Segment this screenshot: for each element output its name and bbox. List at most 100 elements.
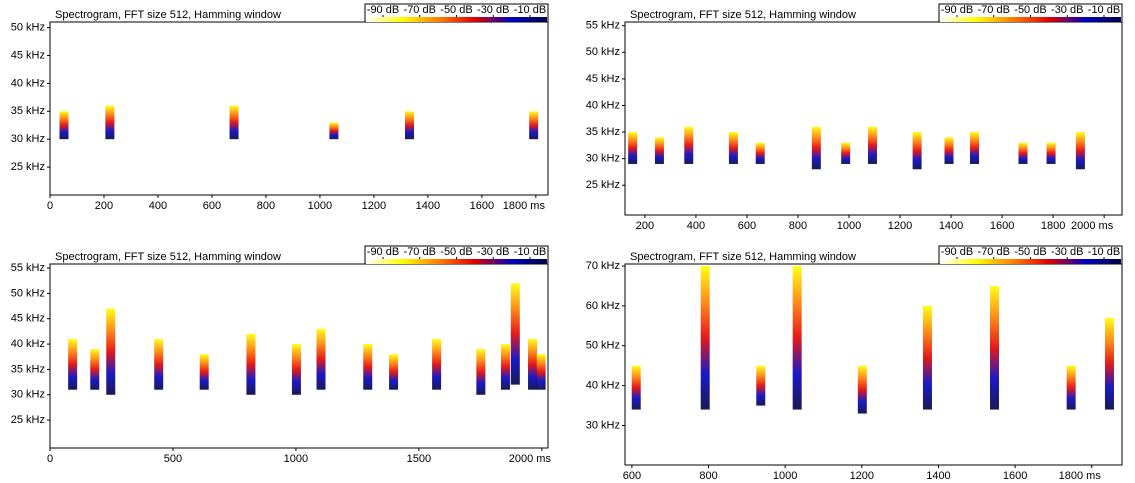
x-tick-label: 800: [699, 470, 717, 482]
call-blob: [1046, 142, 1056, 164]
call-blob: [154, 339, 164, 390]
colorbar-label: -70 dB: [978, 246, 1010, 258]
colorbar-label: -30 dB: [1051, 4, 1083, 16]
call-blob: [628, 132, 638, 164]
call-blob: [867, 126, 877, 164]
colorbar-label: -90 dB: [367, 246, 399, 258]
call-blob: [291, 344, 301, 395]
call-blob: [90, 349, 100, 390]
call-blob: [389, 354, 399, 390]
call-blob: [990, 285, 1000, 410]
call-blob: [476, 349, 486, 395]
x-tick-label: 1600: [470, 200, 494, 212]
call-blob: [756, 365, 766, 406]
plot-frame: [49, 21, 549, 196]
x-tick-label: 1000: [773, 470, 797, 482]
y-tick-label: 35 kHz: [11, 363, 45, 375]
call-blob: [811, 126, 821, 170]
call-blob: [631, 365, 641, 410]
y-tick-label: 45 kHz: [11, 313, 45, 325]
chart-title: Spectrogram, FFT size 512, Hamming windo…: [55, 251, 281, 263]
x-tick-label: 1800 ms: [503, 200, 546, 212]
x-tick-label: 400: [687, 220, 705, 232]
x-tick-label: 1600: [990, 220, 1014, 232]
colorbar-label: -90 dB: [367, 4, 399, 16]
call-blob: [500, 344, 510, 390]
y-tick-label: 55 kHz: [11, 262, 45, 274]
colorbar-label: -70 dB: [978, 4, 1010, 16]
x-tick-label: 2000 ms: [1071, 220, 1114, 232]
call-blob: [199, 354, 209, 390]
x-tick-label: 1200: [850, 470, 874, 482]
colorbar-gradient: [940, 259, 1121, 264]
y-tick-label: 40 kHz: [11, 338, 45, 350]
colorbar-label: -90 dB: [941, 246, 973, 258]
colorbar-gradient: [366, 259, 547, 264]
call-blob: [970, 132, 980, 164]
call-blob: [246, 333, 256, 395]
x-tick-label: 600: [738, 220, 756, 232]
colorbar-label: -30 dB: [477, 4, 509, 16]
colorbar-label: -10 dB: [1088, 246, 1120, 258]
x-tick-label: 1000: [837, 220, 861, 232]
colorbar-label: -50 dB: [440, 246, 472, 258]
y-tick-label: 50 kHz: [586, 340, 620, 352]
call-blob: [316, 328, 326, 390]
x-tick-label: 1800 ms: [1059, 470, 1102, 482]
call-blob: [404, 111, 414, 140]
colorbar-label: -10 dB: [1088, 4, 1120, 16]
y-tick-label: 40 kHz: [586, 99, 620, 111]
call-blob: [529, 111, 539, 140]
y-tick-label: 35 kHz: [586, 126, 620, 138]
spectrogram-panel: Spectrogram, FFT size 512, Hamming windo…: [586, 245, 1123, 482]
x-tick-label: 600: [203, 200, 221, 212]
x-tick-label: 1400: [926, 470, 950, 482]
y-tick-label: 40 kHz: [586, 380, 620, 392]
y-tick-label: 35 kHz: [11, 105, 45, 117]
x-tick-label: 800: [257, 200, 275, 212]
y-tick-label: 45 kHz: [11, 49, 45, 61]
x-tick-label: 1000: [308, 200, 332, 212]
call-blob: [654, 137, 664, 164]
x-tick-label: 1000: [284, 453, 308, 465]
x-tick-label: 1200: [888, 220, 912, 232]
y-tick-label: 50 kHz: [11, 287, 45, 299]
chart-title: Spectrogram, FFT size 512, Hamming windo…: [630, 251, 856, 263]
y-tick-label: 25 kHz: [11, 414, 45, 426]
colorbar-label: -50 dB: [440, 4, 472, 16]
spectrogram-panel: Spectrogram, FFT size 512, Hamming windo…: [11, 245, 551, 465]
x-tick-label: 500: [164, 453, 182, 465]
spectrogram-panel: Spectrogram, FFT size 512, Hamming windo…: [11, 3, 549, 212]
x-tick-label: 1400: [939, 220, 963, 232]
x-tick-label: 0: [47, 200, 53, 212]
colorbar-gradient: [366, 17, 547, 22]
colorbar-gradient: [940, 17, 1121, 22]
call-blob: [857, 365, 867, 414]
x-tick-label: 600: [623, 470, 641, 482]
x-tick-label: 800: [789, 220, 807, 232]
call-blob: [1066, 365, 1076, 410]
colorbar-label: -70 dB: [404, 246, 436, 258]
colorbar-label: -10 dB: [514, 4, 546, 16]
x-tick-label: 1200: [362, 200, 386, 212]
call-blob: [432, 339, 442, 390]
colorbar-label: -30 dB: [1051, 246, 1083, 258]
colorbar-label: -50 dB: [1014, 4, 1046, 16]
call-blob: [536, 354, 546, 390]
call-blob: [1104, 317, 1114, 410]
colorbar-label: -90 dB: [941, 4, 973, 16]
call-blob: [105, 105, 115, 140]
call-blob: [329, 122, 339, 140]
chart-title: Spectrogram, FFT size 512, Hamming windo…: [55, 9, 281, 21]
call-blob: [1075, 132, 1085, 170]
colorbar-label: -30 dB: [477, 246, 509, 258]
y-tick-label: 30 kHz: [11, 133, 45, 145]
y-tick-label: 30 kHz: [11, 389, 45, 401]
plot-frame: [624, 263, 1123, 466]
y-tick-label: 30 kHz: [586, 419, 620, 431]
x-tick-label: 0: [47, 453, 53, 465]
call-blob: [700, 265, 710, 410]
y-tick-label: 25 kHz: [586, 179, 620, 191]
y-tick-label: 25 kHz: [11, 161, 45, 173]
